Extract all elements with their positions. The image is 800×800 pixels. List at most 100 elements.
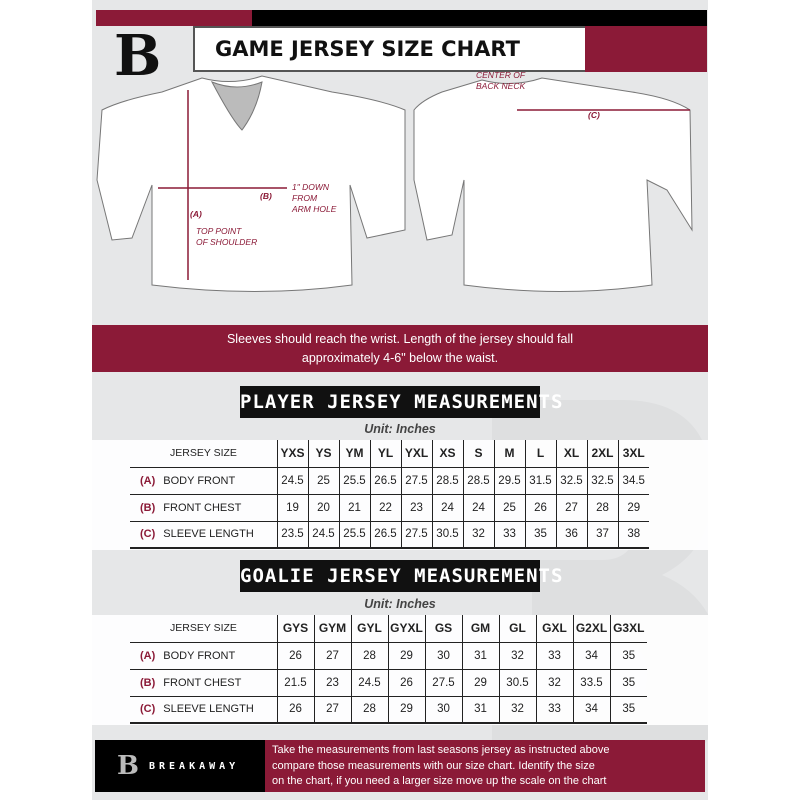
player-section-title: PLAYER JERSEY MEASUREMENTS	[240, 386, 562, 418]
table-cell: 29	[387, 695, 426, 724]
top-point-note: TOP POINT OF SHOULDER	[196, 226, 258, 247]
table-row: (B) FRONT CHEST 21.5 23 24.5 26 27.5 29 30.5 32 33…	[130, 668, 647, 697]
table-cell: 32	[498, 695, 537, 724]
header-label: JERSEY SIZE	[130, 440, 278, 468]
size-header: 2XL	[586, 440, 619, 468]
table-cell: 29.5	[493, 466, 526, 495]
top-bar-black	[252, 10, 707, 26]
row-name: BODY FRONT	[163, 474, 236, 487]
size-header: GYM	[313, 615, 352, 643]
fit-instructions-banner: Sleeves should reach the wrist. Length o…	[92, 325, 708, 372]
row-name: SLEEVE LENGTH	[163, 703, 254, 716]
table-cell: 32	[498, 641, 537, 670]
size-header: GXL	[535, 615, 574, 643]
table-cell: 34.5	[617, 466, 649, 495]
size-header: 3XL	[617, 440, 649, 468]
table-cell: 29	[617, 493, 649, 522]
table-cell: 35	[609, 641, 647, 670]
size-header: GL	[498, 615, 537, 643]
table-cell: 28	[350, 641, 389, 670]
table-cell: 26	[387, 668, 426, 697]
footer-brand-name: BREAKAWAY	[148, 760, 240, 772]
label-c: (C)	[588, 110, 600, 120]
size-header: GS	[424, 615, 463, 643]
label-b: (B)	[260, 191, 272, 201]
table-cell: 34	[572, 695, 611, 724]
table-cell: 23	[313, 668, 352, 697]
jersey-back-outline	[413, 77, 693, 292]
table-cell: 28	[586, 493, 619, 522]
table-cell: 27	[313, 695, 352, 724]
table-cell: 19	[276, 493, 309, 522]
size-header: GYS	[276, 615, 315, 643]
size-header: YXL	[400, 440, 433, 468]
table-cell: 36	[555, 520, 588, 549]
row-label: (A) BODY FRONT	[130, 641, 278, 670]
size-header: YM	[338, 440, 371, 468]
table-cell: 38	[617, 520, 649, 549]
table-cell: 26.5	[369, 466, 402, 495]
table-row: (B) FRONT CHEST 19 20 21 22 23 24 24 25 26 27 28 29	[130, 493, 649, 522]
table-cell: 33	[535, 641, 574, 670]
table-row: (A) BODY FRONT 26 27 28 29 30 31 32 33 34 35	[130, 641, 647, 670]
row-letter: (C)	[140, 703, 156, 716]
size-header: YXS	[276, 440, 309, 468]
table-cell: 22	[369, 493, 402, 522]
table-cell: 20	[307, 493, 340, 522]
table-cell: 29	[461, 668, 500, 697]
table-cell: 26	[276, 641, 315, 670]
table-row: (C) SLEEVE LENGTH 26 27 28 29 30 31 32 33 34 35	[130, 695, 647, 724]
table-cell: 32.5	[586, 466, 619, 495]
header-row: JERSEY SIZE GYS GYM GYL GYXL GS GM GL GXL G2XL G3X…	[130, 615, 647, 643]
row-name: BODY FRONT	[163, 649, 236, 662]
table-cell: 35	[524, 520, 557, 549]
table-cell: 37	[586, 520, 619, 549]
table-cell: 30.5	[431, 520, 464, 549]
footer-logo-icon: B	[117, 751, 139, 781]
table-cell: 31.5	[524, 466, 557, 495]
table-cell: 32	[462, 520, 495, 549]
table-cell: 24.5	[307, 520, 340, 549]
table-cell: 24.5	[350, 668, 389, 697]
row-label: (A) BODY FRONT	[130, 466, 278, 495]
table-cell: 33.5	[572, 668, 611, 697]
row-letter: (B)	[140, 676, 156, 689]
size-header: YS	[307, 440, 340, 468]
jersey-front-outline	[96, 75, 406, 292]
size-header: GYXL	[387, 615, 426, 643]
goalie-unit: Unit: Inches	[364, 597, 436, 611]
table-cell: 27.5	[424, 668, 463, 697]
row-letter: (C)	[140, 528, 156, 541]
table-cell: 34	[572, 641, 611, 670]
table-cell: 26	[276, 695, 315, 724]
header-label: JERSEY SIZE	[130, 615, 278, 643]
table-cell: 21	[338, 493, 371, 522]
row-label: (B) FRONT CHEST	[130, 668, 278, 697]
header-row: JERSEY SIZE YXS YS YM YL YXL XS S M L XL 2XL 3XL	[130, 440, 649, 468]
table-cell: 25.5	[338, 466, 371, 495]
table-cell: 26.5	[369, 520, 402, 549]
size-header: GM	[461, 615, 500, 643]
table-cell: 28	[350, 695, 389, 724]
table-cell: 24.5	[276, 466, 309, 495]
table-cell: 24	[431, 493, 464, 522]
table-cell: 33	[493, 520, 526, 549]
player-size-table: JERSEY SIZE YXS YS YM YL YXL XS S M L XL 2XL 3XL (A) B…	[130, 440, 649, 549]
goalie-section-title: GOALIE JERSEY MEASUREMENTS	[240, 560, 562, 592]
jersey-diagram	[96, 75, 693, 292]
row-letter: (A)	[140, 649, 156, 662]
center-back-neck-note: CENTER OF BACK NECK	[476, 70, 526, 91]
row-label: (C) SLEEVE LENGTH	[130, 695, 278, 724]
page-title: GAME JERSEY SIZE CHART	[193, 26, 585, 72]
table-cell: 25.5	[338, 520, 371, 549]
label-a: (A)	[190, 209, 202, 219]
player-table-area: JERSEY SIZE YXS YS YM YL YXL XS S M L XL 2XL 3XL (A) B…	[92, 440, 708, 550]
brand-logo-icon: B	[114, 23, 162, 89]
table-cell: 27.5	[400, 466, 433, 495]
table-cell: 23.5	[276, 520, 309, 549]
table-cell: 31	[461, 641, 500, 670]
row-name: FRONT CHEST	[163, 501, 242, 514]
size-header: XL	[555, 440, 588, 468]
footer-brand: B BREAKAWAY	[95, 740, 265, 792]
table-cell: 24	[462, 493, 495, 522]
